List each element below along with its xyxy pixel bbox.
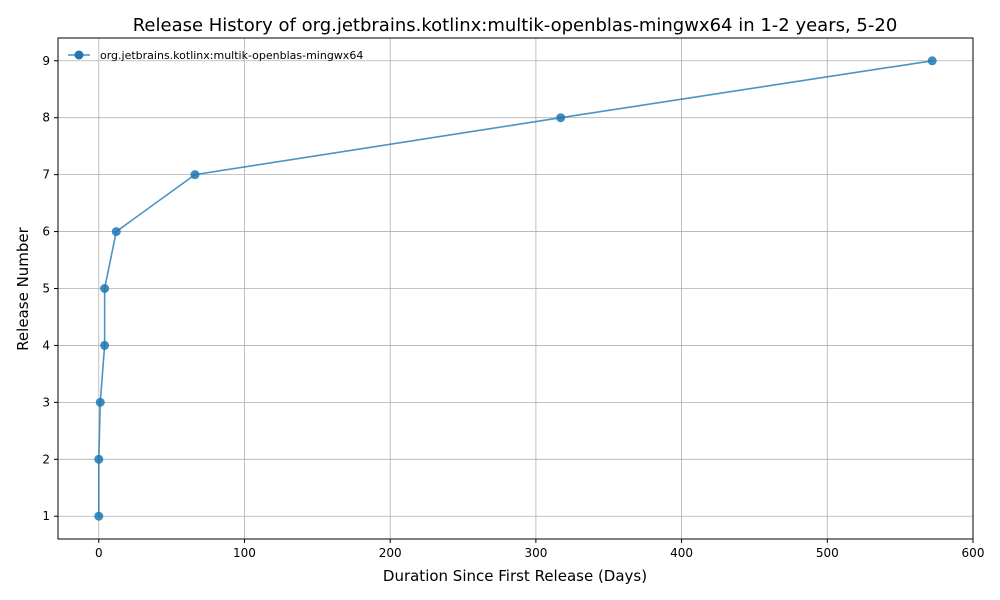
chart-title: Release History of org.jetbrains.kotlinx… <box>133 15 898 36</box>
y-tick-label: 7 <box>42 168 50 182</box>
y-tick-label: 8 <box>42 111 50 125</box>
y-tick-label: 6 <box>42 225 50 239</box>
x-tick-label: 500 <box>816 546 839 560</box>
data-point <box>111 227 121 237</box>
data-point <box>190 170 200 180</box>
x-axis-label: Duration Since First Release (Days) <box>383 567 647 585</box>
data-point <box>94 454 104 464</box>
y-tick-label: 4 <box>42 338 50 352</box>
legend-marker <box>74 50 84 60</box>
y-tick-label: 2 <box>42 452 50 466</box>
data-point <box>556 113 566 123</box>
series-layer <box>94 56 937 521</box>
legend-entry: org.jetbrains.kotlinx:multik-openblas-mi… <box>100 49 363 62</box>
x-tick-label: 100 <box>233 546 256 560</box>
y-tick-label: 9 <box>42 54 50 68</box>
x-tick-label: 0 <box>95 546 103 560</box>
x-tick-label: 300 <box>524 546 547 560</box>
y-axis-label: Release Number <box>14 226 32 350</box>
y-tick-label: 5 <box>42 282 50 296</box>
data-point <box>927 56 937 66</box>
data-point <box>94 511 104 521</box>
data-point <box>100 284 110 293</box>
data-point <box>95 397 105 407</box>
legend: org.jetbrains.kotlinx:multik-openblas-mi… <box>68 49 363 62</box>
y-axis-ticks: 1 2 3 4 5 6 7 8 9 <box>42 54 58 523</box>
grid-lines <box>58 38 974 539</box>
x-axis-ticks: 0 100 200 300 400 500 600 <box>95 539 984 560</box>
y-tick-label: 3 <box>42 395 50 409</box>
data-point <box>100 340 110 350</box>
x-tick-label: 200 <box>379 546 402 560</box>
x-tick-label: 600 <box>962 546 985 560</box>
y-tick-label: 1 <box>42 509 50 523</box>
x-tick-label: 400 <box>670 546 693 560</box>
